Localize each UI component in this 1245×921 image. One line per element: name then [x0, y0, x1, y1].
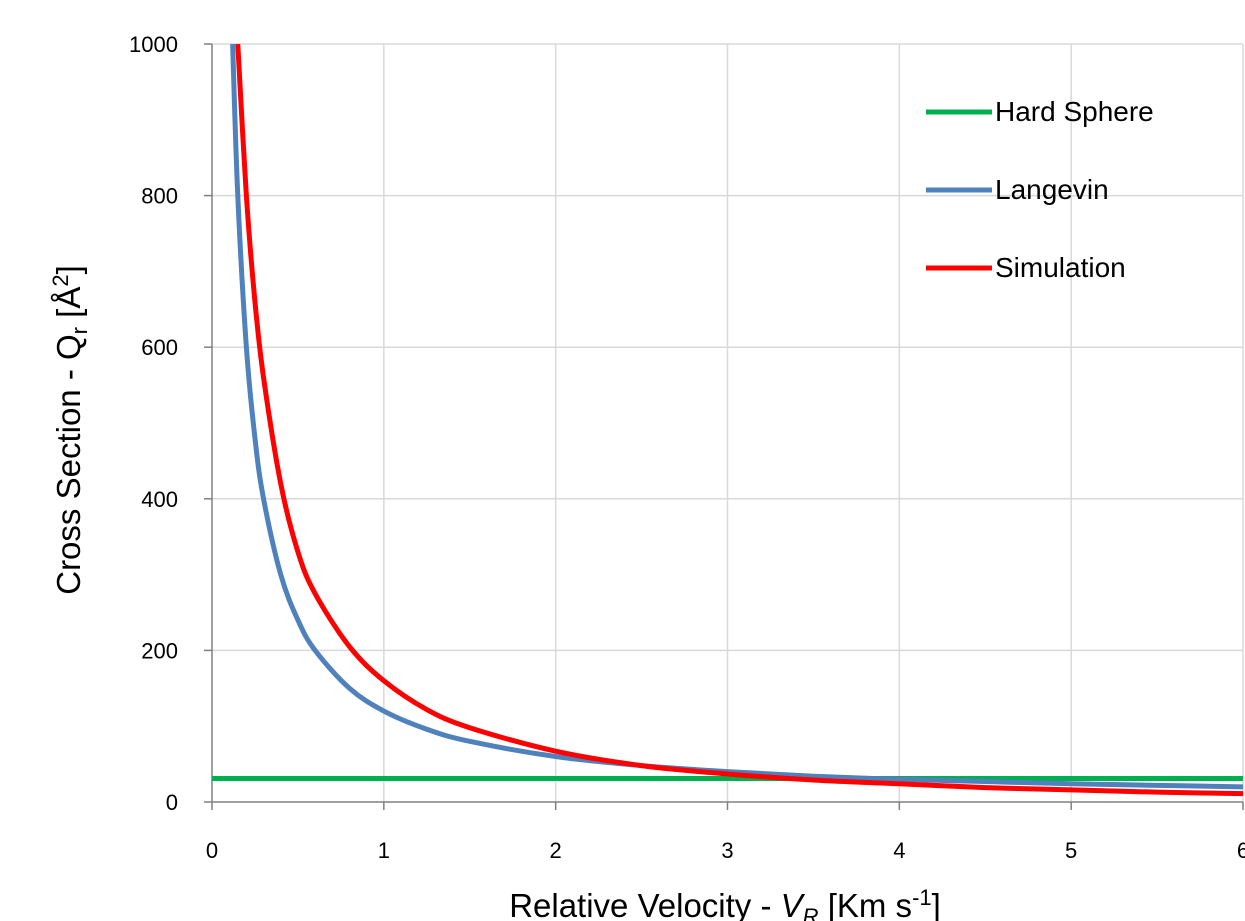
axes — [204, 43, 1244, 810]
x-tick-label: 5 — [1065, 838, 1077, 863]
x-tick-label: 2 — [550, 838, 562, 863]
y-tick-label: 400 — [141, 487, 178, 512]
tick-labels: 0 1 2 3 4 5 6 0 200 400 600 800 1000 — [129, 32, 1245, 863]
y-axis-title: Cross Section - Qr [Å2] — [48, 265, 92, 595]
series-line-langevin — [230, 43, 1244, 790]
x-axis-title: Relative Velocity - VR [Km s-1] — [509, 885, 941, 921]
series-line-simulation — [235, 43, 1244, 797]
legend: Hard Sphere Langevin Simulation — [926, 96, 1154, 283]
x-tick-label: 3 — [721, 838, 733, 863]
y-tick-label: 0 — [166, 790, 178, 815]
y-tick-label: 800 — [141, 184, 178, 209]
x-axis-title-symbol-sub: R — [803, 904, 819, 921]
grid — [212, 43, 1244, 802]
y-axis-title-unit-close: ] — [50, 265, 87, 274]
x-tick-label: 0 — [206, 838, 218, 863]
x-tick-label: 6 — [1237, 838, 1245, 863]
series-lines — [211, 43, 1244, 797]
y-tick-label: 1000 — [129, 32, 178, 57]
y-tick-label: 600 — [141, 335, 178, 360]
y-axis-title-unit-open: [Å — [50, 287, 87, 327]
y-axis-title-sub: r — [67, 327, 92, 334]
x-axis-title-unit-open: [Km s — [819, 887, 913, 921]
legend-label-hard-sphere: Hard Sphere — [995, 96, 1154, 127]
y-axis-title-prefix: Cross Section - Q — [50, 334, 87, 594]
x-axis-title-symbol: V — [781, 887, 806, 921]
x-axis-title-unit-sup: -1 — [912, 885, 932, 910]
y-axis-title-unit-sup: 2 — [48, 274, 73, 286]
x-axis-title-unit-close: ] — [932, 887, 941, 921]
y-tick-label: 200 — [141, 638, 178, 663]
x-tick-label: 1 — [378, 838, 390, 863]
x-axis-title-prefix: Relative Velocity - — [509, 887, 780, 921]
legend-label-simulation: Simulation — [995, 252, 1126, 283]
legend-label-langevin: Langevin — [995, 174, 1109, 205]
x-tick-label: 4 — [893, 838, 905, 863]
